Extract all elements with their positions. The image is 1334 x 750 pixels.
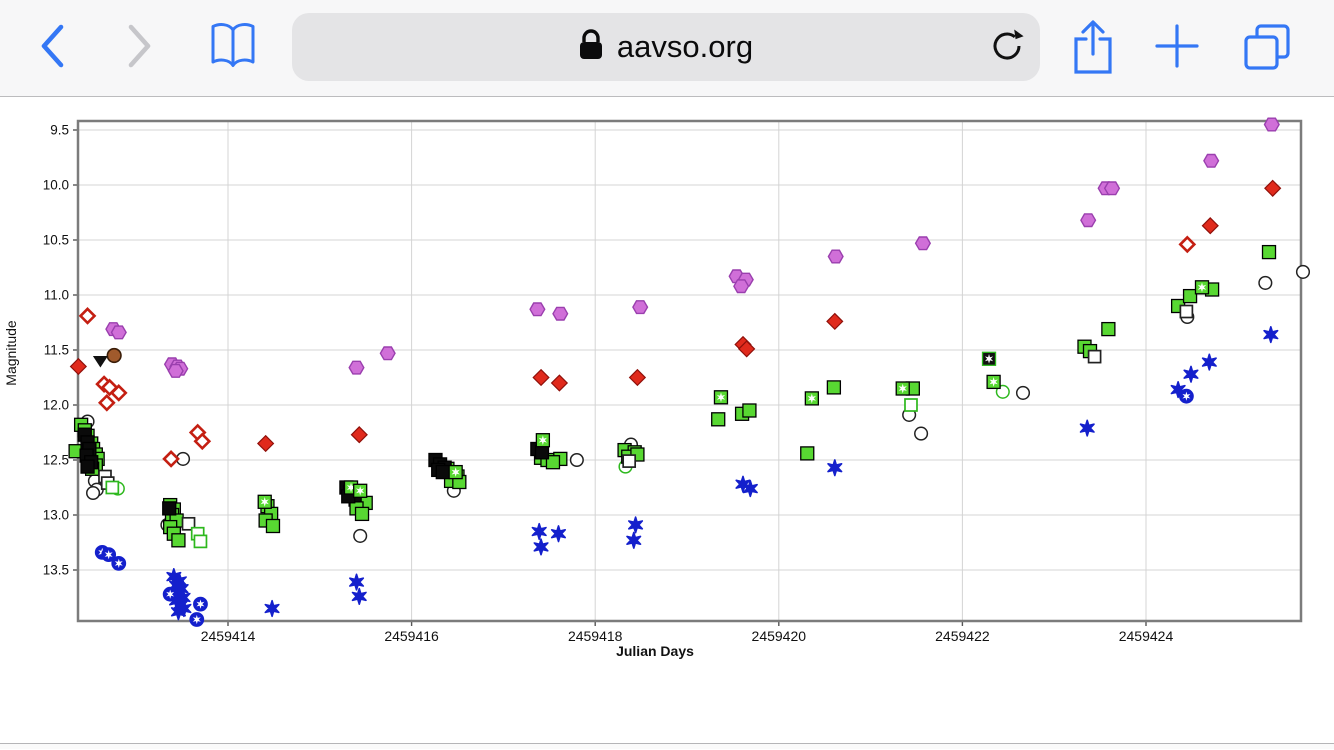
y-tick-label: 11.5 xyxy=(44,343,69,358)
series-flagged-dark-square xyxy=(981,351,997,366)
y-tick-label: 13.0 xyxy=(43,508,69,523)
book-icon xyxy=(206,21,260,74)
y-tick-label: 12.0 xyxy=(43,398,69,413)
plus-icon xyxy=(1155,23,1199,71)
new-tab-button[interactable] xyxy=(1155,23,1199,71)
y-tick-label: 13.5 xyxy=(43,563,69,578)
page-content: 2459414 2459416 2459418 2459420 2459422 24594… xyxy=(0,97,1334,743)
reload-icon xyxy=(990,29,1024,66)
series-brown-circle xyxy=(106,347,122,364)
x-tick-label: 2459420 xyxy=(752,628,807,644)
bottom-edge-strip xyxy=(0,743,1334,749)
series-fainter-than-marker xyxy=(92,356,108,368)
y-axis-title: Magnitude xyxy=(3,320,19,386)
bookmarks-button[interactable] xyxy=(204,21,262,73)
y-tick-label: 9.5 xyxy=(50,123,69,138)
browser-toolbar: aavso.org xyxy=(0,0,1334,97)
series-open-green-squares xyxy=(105,398,918,549)
chevron-left-icon xyxy=(38,23,66,72)
y-tick-label: 10.5 xyxy=(43,233,69,248)
y-tick-label: 10.0 xyxy=(43,178,69,193)
share-button[interactable] xyxy=(1068,18,1118,78)
y-tick-label: 12.5 xyxy=(43,453,69,468)
url-text: aavso.org xyxy=(616,29,754,64)
back-button[interactable] xyxy=(34,24,70,70)
address-bar[interactable]: aavso.org xyxy=(292,13,1040,81)
x-tick-label: 2459416 xyxy=(384,628,439,644)
series-blue-circled-stars xyxy=(94,388,1194,627)
x-axis-title: Julian Days xyxy=(616,643,694,659)
x-tick-label: 2459418 xyxy=(568,628,623,644)
series-visual-open-circles xyxy=(80,264,1311,543)
series-violet-circles xyxy=(105,117,1280,378)
light-curve-plot: 2459414 2459416 2459418 2459420 2459422 24594… xyxy=(0,97,1334,743)
x-tick-label: 2459414 xyxy=(201,628,256,644)
series-red-filled-diamonds xyxy=(69,179,1282,453)
lock-icon xyxy=(579,29,603,65)
x-tick-label: 2459422 xyxy=(935,628,990,644)
series-red-open-diamonds xyxy=(78,235,1197,468)
y-tick-label: 11.0 xyxy=(44,288,69,303)
tabs-button[interactable] xyxy=(1241,23,1293,73)
x-tick-label: 2459424 xyxy=(1119,628,1174,644)
chevron-right-icon xyxy=(126,23,154,72)
tabs-icon xyxy=(1242,23,1292,74)
forward-button[interactable] xyxy=(122,24,158,70)
share-icon xyxy=(1070,18,1116,79)
series-flagged-green-squares xyxy=(257,280,1210,509)
reload-button[interactable] xyxy=(989,29,1025,65)
